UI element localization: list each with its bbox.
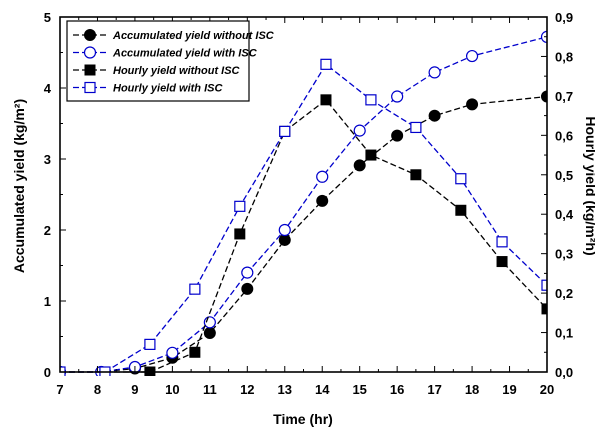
axes: 7 8 9 10 11 12 13 14 15 16 17 18 19 200123450,00,10,2…	[44, 10, 574, 397]
series-2-point	[241, 266, 254, 279]
y-left-tick-label: 1	[44, 294, 51, 309]
x-tick-label: 19	[502, 382, 516, 397]
legend-marker	[84, 81, 96, 94]
series-4-point	[365, 94, 377, 106]
y-right-tick-label: 0,6	[555, 128, 573, 143]
x-tick-label: 17	[427, 382, 441, 397]
series-2-point	[428, 66, 441, 79]
y-left-tick-label: 2	[44, 223, 51, 238]
series-4-point	[234, 200, 246, 212]
x-tick-label: 11	[203, 382, 217, 397]
y-right-tick-label: 0,7	[555, 89, 573, 104]
series-4-point	[320, 58, 332, 70]
x-tick-label: 8	[94, 382, 101, 397]
series-3-point	[320, 94, 332, 106]
legend-marker	[84, 64, 96, 76]
series-1-point	[316, 194, 329, 207]
legend-box	[66, 20, 250, 102]
series-4-point	[189, 283, 201, 295]
x-tick-label: 14	[315, 382, 330, 397]
y-axis-right-title: Hourly yield (kg/m²h)	[583, 116, 595, 255]
series-4-line	[60, 63, 547, 373]
series-2-point	[278, 223, 291, 237]
legend-label: Hourly yield with ISC	[113, 83, 223, 95]
series-3-point	[234, 228, 246, 240]
x-tick-label: 20	[540, 382, 554, 397]
y-right-tick-label: 0,3	[555, 247, 573, 262]
y-right-tick-label: 0,2	[555, 286, 573, 301]
legend: Accumulated yield without ISC Accumulated…	[66, 20, 275, 102]
series-2-point	[391, 90, 404, 103]
series-3-point	[189, 346, 201, 358]
series-4-point	[496, 236, 508, 248]
y-right-tick-label: 0,4	[555, 207, 574, 222]
series-3-point	[410, 169, 422, 181]
y-right-tick-label: 0,8	[555, 49, 573, 64]
x-tick-label: 18	[465, 382, 479, 397]
series-4-point	[279, 125, 291, 137]
series-3-point	[541, 303, 547, 315]
x-tick-label: 13	[278, 382, 292, 397]
series-4-point	[455, 173, 467, 185]
series-3-point	[365, 149, 377, 161]
y-right-tick-label: 0,1	[555, 326, 573, 341]
series-2-point	[166, 346, 179, 359]
series-1-point	[353, 159, 366, 172]
series-4-point	[144, 338, 156, 350]
series-2-point	[465, 49, 479, 63]
series-1-point	[391, 129, 404, 142]
series-1-point	[466, 98, 479, 111]
legend-label: Accumulated yield without ISC	[112, 30, 275, 42]
legend-label: Accumulated yield with ISC	[112, 48, 258, 60]
y-right-tick-label: 0,0	[555, 365, 573, 380]
y-left-tick-label: 3	[44, 152, 51, 167]
x-axis-title: Time (hr)	[273, 411, 333, 427]
series-1-point	[541, 90, 547, 103]
legend-label: Hourly yield without ISC	[113, 65, 241, 77]
y-left-tick-label: 4	[44, 81, 52, 96]
series-1-point	[241, 282, 254, 295]
x-tick-label: 15	[352, 382, 366, 397]
x-tick-label: 12	[240, 382, 254, 397]
legend-marker	[83, 46, 97, 59]
y-left-tick-label: 5	[44, 10, 51, 25]
series-4-point	[410, 121, 422, 134]
x-tick-label: 10	[165, 382, 179, 397]
y-axis-left-title: Accumulated yield (kg/m²)	[11, 99, 27, 273]
series-2-point	[353, 124, 366, 137]
x-tick-label: 7	[56, 382, 63, 397]
y-right-tick-label: 0,5	[555, 168, 573, 183]
series-1-point	[428, 109, 441, 122]
x-tick-label: 16	[390, 382, 404, 397]
series-3-point	[496, 256, 508, 268]
series-2-point	[316, 170, 329, 183]
y-left-tick-label: 0	[44, 365, 51, 380]
x-tick-label: 9	[131, 382, 138, 397]
series-2-point	[203, 316, 216, 329]
series-3-point	[455, 204, 467, 216]
y-right-tick-label: 0,9	[555, 10, 573, 25]
legend-marker	[84, 29, 96, 41]
series-1-point	[203, 326, 216, 339]
series-4-point	[541, 279, 547, 291]
